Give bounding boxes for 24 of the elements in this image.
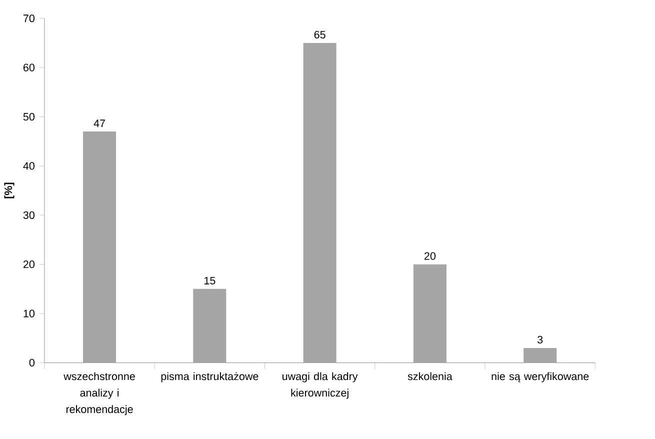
y-tick-label: 10 [24, 310, 34, 318]
data-label: 65 [314, 31, 326, 39]
y-axis-title: [%] [4, 182, 14, 198]
bar [413, 264, 446, 363]
y-tick-label: 70 [24, 14, 34, 22]
x-tick-label: szkolenia [408, 372, 452, 380]
y-tick-label: 0 [29, 359, 34, 367]
y-tick-label: 40 [23, 162, 34, 170]
data-label: 3 [538, 336, 543, 344]
y-tick-label: 50 [23, 113, 34, 121]
y-tick-label: 60 [24, 64, 34, 72]
data-label: 20 [424, 252, 436, 260]
bar [303, 43, 336, 363]
x-tick-label: uwagi dla kadry kierowniczej [282, 372, 358, 399]
bar [524, 348, 557, 363]
data-label: 15 [204, 277, 216, 285]
data-label: 47 [94, 120, 105, 128]
bar [193, 289, 226, 363]
x-tick-label: pisma instruktażowe [161, 372, 258, 382]
x-tick-label: wszechstronne analizy i rekomendacje [64, 372, 135, 416]
y-tick-label: 30 [23, 211, 34, 220]
bar [83, 132, 116, 363]
y-tick-label: 20 [23, 260, 34, 268]
x-tick-label: nie są weryfikowane [492, 372, 589, 382]
